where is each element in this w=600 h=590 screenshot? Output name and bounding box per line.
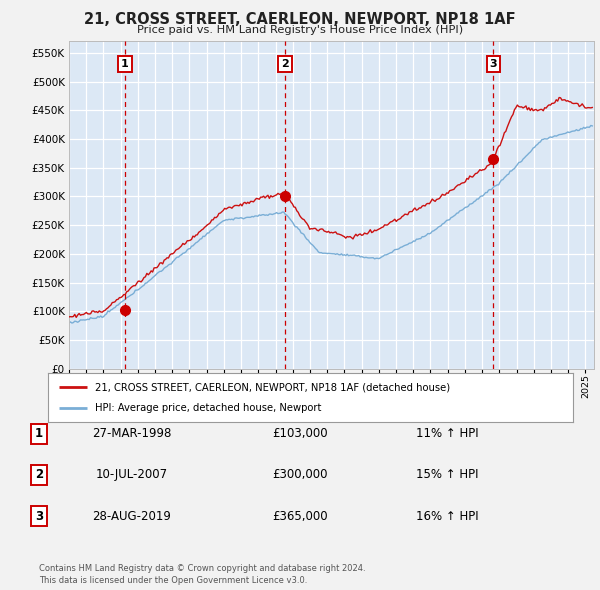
Text: £103,000: £103,000: [272, 427, 328, 440]
Text: Price paid vs. HM Land Registry's House Price Index (HPI): Price paid vs. HM Land Registry's House …: [137, 25, 463, 35]
Text: 3: 3: [490, 59, 497, 69]
Text: HPI: Average price, detached house, Newport: HPI: Average price, detached house, Newp…: [95, 404, 322, 414]
Text: 16% ↑ HPI: 16% ↑ HPI: [416, 510, 478, 523]
Text: 10-JUL-2007: 10-JUL-2007: [96, 468, 168, 481]
Text: £365,000: £365,000: [272, 510, 328, 523]
Text: 21, CROSS STREET, CAERLEON, NEWPORT, NP18 1AF (detached house): 21, CROSS STREET, CAERLEON, NEWPORT, NP1…: [95, 382, 451, 392]
Text: 2: 2: [35, 468, 43, 481]
Text: 2: 2: [281, 59, 289, 69]
Text: 15% ↑ HPI: 15% ↑ HPI: [416, 468, 478, 481]
Text: £300,000: £300,000: [272, 468, 328, 481]
Text: 3: 3: [35, 510, 43, 523]
Text: 1: 1: [121, 59, 128, 69]
Text: 21, CROSS STREET, CAERLEON, NEWPORT, NP18 1AF: 21, CROSS STREET, CAERLEON, NEWPORT, NP1…: [84, 12, 516, 27]
Text: 1: 1: [35, 427, 43, 440]
Text: 11% ↑ HPI: 11% ↑ HPI: [416, 427, 478, 440]
Text: Contains HM Land Registry data © Crown copyright and database right 2024.
This d: Contains HM Land Registry data © Crown c…: [39, 565, 365, 585]
Text: 27-MAR-1998: 27-MAR-1998: [92, 427, 172, 440]
Text: 28-AUG-2019: 28-AUG-2019: [92, 510, 172, 523]
